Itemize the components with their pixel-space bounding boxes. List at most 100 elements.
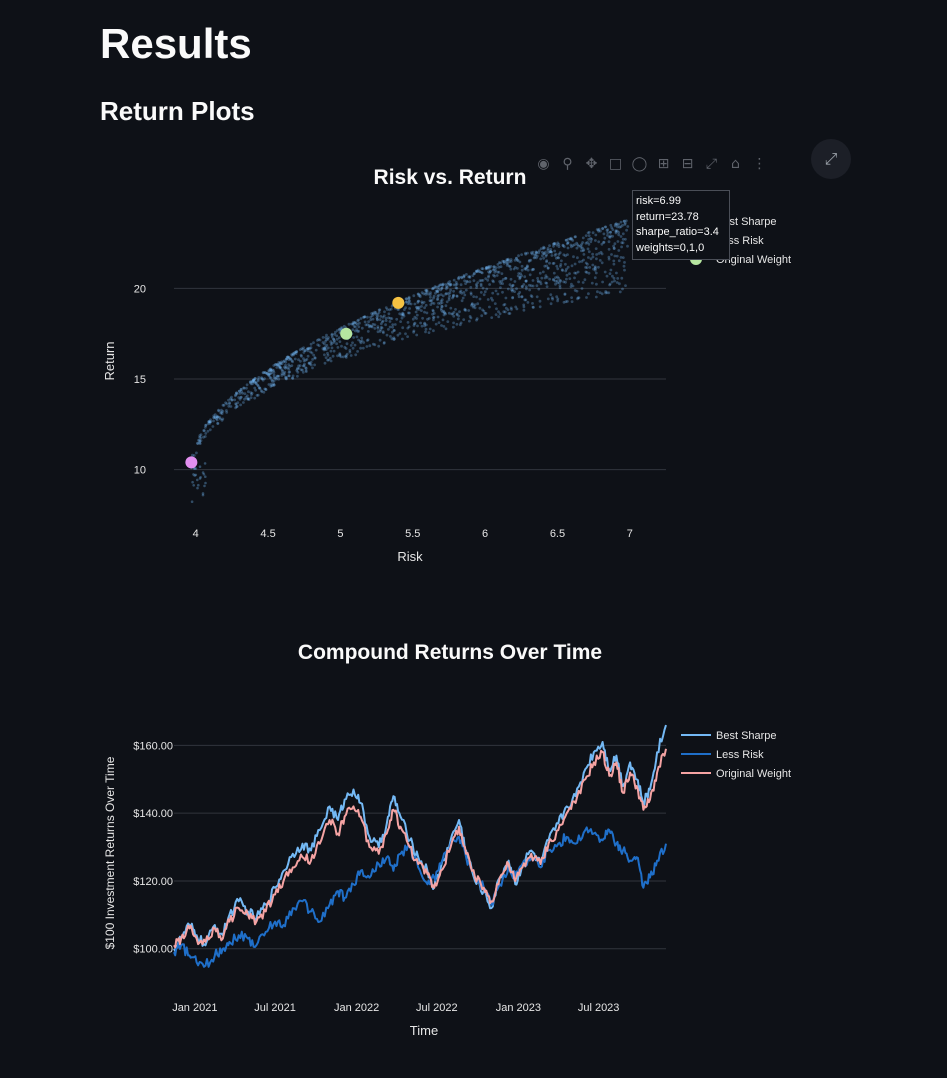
portfolio-point [206, 422, 210, 426]
portfolio-point [505, 258, 509, 262]
portfolio-point [269, 367, 273, 371]
x-tick-label: Jan 2022 [334, 1002, 379, 1014]
portfolio-point [543, 276, 547, 280]
zoom-out-icon[interactable]: ⊟ [681, 155, 694, 172]
home-icon[interactable]: ⌂ [731, 155, 740, 172]
autoscale-icon[interactable]: ⤢ [705, 155, 718, 172]
portfolio-point [612, 262, 616, 266]
portfolio-point [486, 298, 490, 301]
portfolio-point [587, 292, 590, 296]
portfolio-point [196, 478, 199, 482]
portfolio-point [382, 341, 386, 344]
camera-icon[interactable]: ◉ [537, 155, 550, 172]
portfolio-point [286, 355, 289, 359]
portfolio-point [436, 298, 439, 301]
portfolio-point [191, 453, 194, 457]
risk-return-chart[interactable]: 4 4.5 5 5.5 6 6.5 7 10 15 20 Risk vs. Return Ris… [0, 0, 947, 580]
portfolio-point [417, 308, 421, 311]
portfolio-point [517, 254, 520, 258]
portfolio-point [406, 302, 410, 305]
portfolio-point [560, 259, 563, 263]
portfolio-point [614, 222, 617, 226]
tooltip-line: return=23.78 [636, 210, 699, 223]
portfolio-point [535, 256, 538, 260]
portfolio-point [580, 243, 584, 246]
portfolio-point [270, 369, 273, 372]
portfolio-point [545, 259, 549, 262]
x-tick-label: 7 [627, 528, 633, 540]
portfolio-point [552, 242, 556, 246]
portfolio-point [511, 283, 515, 287]
portfolio-point [425, 311, 429, 315]
portfolio-point [234, 402, 238, 406]
portfolio-point [608, 282, 612, 286]
box-select-icon[interactable]: □ [608, 155, 623, 172]
portfolio-point [433, 285, 437, 288]
portfolio-point [239, 387, 243, 391]
portfolio-point [472, 279, 476, 282]
portfolio-point [513, 258, 517, 262]
portfolio-point [434, 289, 438, 293]
portfolio-point [429, 303, 433, 306]
portfolio-point [436, 290, 439, 293]
portfolio-point [520, 295, 524, 298]
portfolio-point [204, 481, 207, 485]
portfolio-point [413, 321, 417, 325]
portfolio-point [610, 280, 614, 284]
portfolio-point [570, 300, 574, 303]
portfolio-point [324, 336, 328, 339]
portfolio-point [555, 264, 559, 268]
zoom-icon[interactable]: ⚲ [562, 155, 573, 172]
portfolio-point [199, 476, 202, 479]
portfolio-point [625, 228, 628, 232]
plotly-logo-icon[interactable]: ⋮ [752, 155, 767, 172]
compound-returns-chart[interactable]: Jan 2021 Jul 2021 Jan 2022 Jul 2022 Jan 2023… [0, 598, 947, 1078]
portfolio-point [432, 316, 435, 319]
portfolio-point [422, 292, 426, 296]
page-title: Results [100, 20, 252, 67]
portfolio-point [366, 338, 370, 342]
portfolio-point [587, 271, 591, 275]
zoom-in-icon[interactable]: ⊞ [657, 155, 670, 172]
portfolio-point [251, 380, 255, 383]
portfolio-point [550, 254, 554, 257]
portfolio-point [480, 314, 484, 318]
portfolio-point [464, 309, 468, 312]
portfolio-point [424, 327, 428, 331]
portfolio-point [266, 371, 269, 375]
portfolio-point [517, 295, 521, 299]
portfolio-point [571, 244, 575, 248]
portfolio-point [356, 319, 360, 323]
portfolio-point [235, 405, 239, 409]
portfolio-point [202, 473, 206, 476]
portfolio-point [304, 366, 307, 369]
fullscreen-icon[interactable]: ⤢ [811, 139, 851, 179]
x-tick-label: 5 [337, 528, 343, 540]
portfolio-point [587, 250, 591, 254]
portfolio-point [499, 261, 502, 265]
portfolio-point [594, 233, 598, 237]
portfolio-point [492, 280, 495, 284]
portfolio-point [614, 231, 618, 235]
portfolio-point [595, 257, 598, 261]
portfolio-point [383, 310, 386, 314]
portfolio-point [555, 295, 559, 299]
portfolio-point [557, 243, 561, 246]
portfolio-point [329, 340, 333, 344]
lasso-icon[interactable]: ◯ [631, 155, 648, 172]
portfolio-point [565, 242, 569, 246]
pan-icon[interactable]: ✥ [585, 155, 598, 172]
portfolio-point [580, 249, 583, 253]
portfolio-point [563, 292, 567, 296]
portfolio-point [439, 293, 443, 296]
portfolio-point [395, 317, 399, 321]
portfolio-point [531, 284, 535, 288]
portfolio-point [213, 415, 217, 419]
portfolio-point [217, 408, 220, 412]
portfolio-point [424, 289, 428, 292]
portfolio-point [502, 278, 505, 281]
portfolio-point [614, 222, 618, 226]
portfolio-point [258, 387, 262, 390]
portfolio-point [558, 281, 561, 285]
portfolio-point [486, 267, 489, 270]
